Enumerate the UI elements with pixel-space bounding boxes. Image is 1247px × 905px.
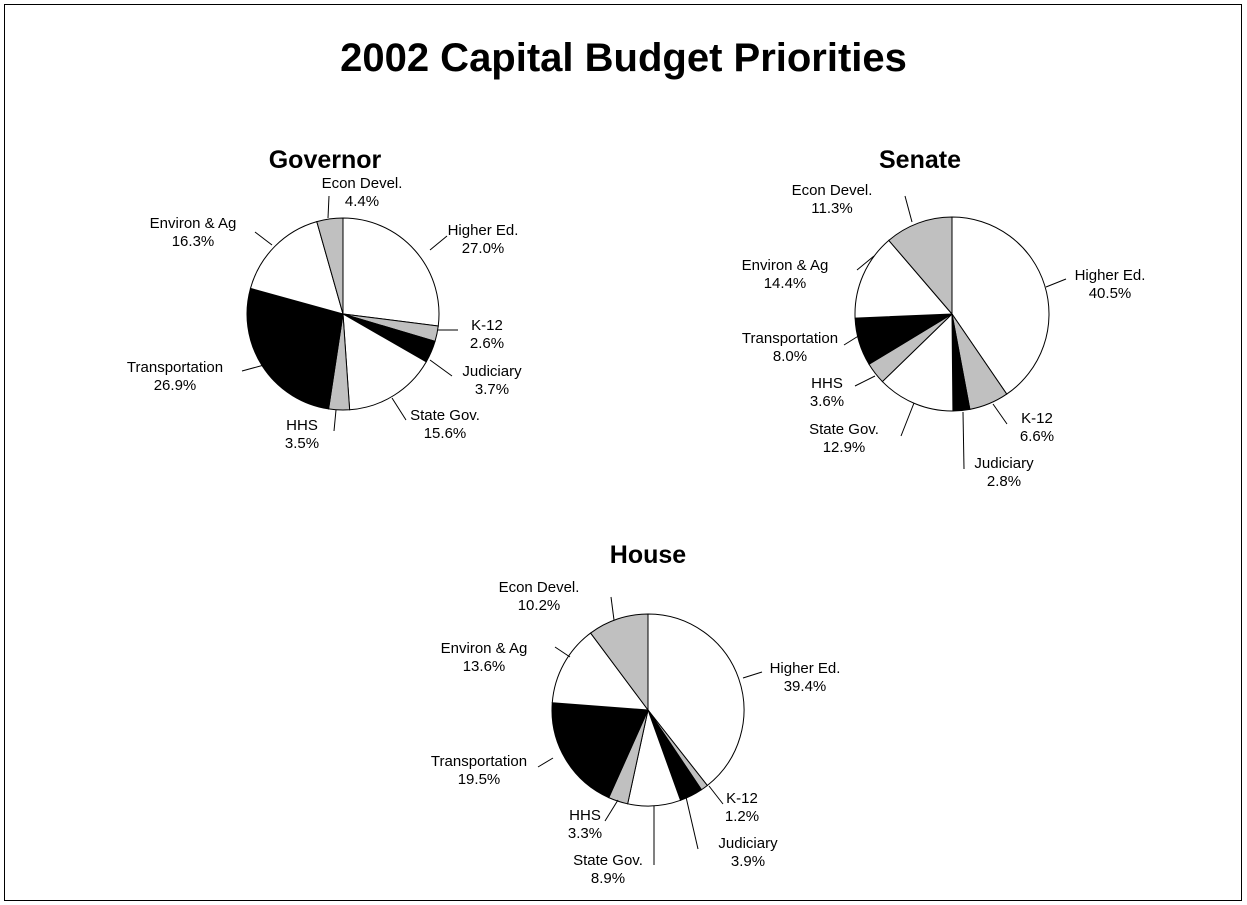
pie-governor: Governor Higher Ed.27.0% K-122.6% Judiciary… [127, 146, 522, 452]
leader-line-environ-ag [554, 646, 571, 658]
slice-value-state-gov: 12.9% [823, 439, 866, 456]
slice-label-judiciary: Judiciary [718, 835, 778, 852]
leader-line-k-12 [992, 403, 1008, 425]
slice-econ-devel [589, 613, 649, 712]
slice-label-transportation: Transportation [127, 359, 223, 376]
slice-label-higher-ed: Higher Ed. [770, 660, 841, 677]
pie-house: House Higher Ed.39.4% K-121.2% Judiciary3.9… [431, 541, 841, 887]
slice-label-transportation: Transportation [742, 330, 838, 347]
slice-value-state-gov: 8.9% [591, 870, 625, 887]
leader-line-transportation [537, 757, 554, 768]
slice-label-k-12: K-12 [726, 790, 758, 807]
slice-value-hhs: 3.5% [285, 435, 319, 452]
slice-value-k-12: 1.2% [725, 808, 759, 825]
leader-line-transportation [241, 364, 265, 372]
pie-title: Senate [879, 146, 961, 174]
slice-environ-ag [249, 221, 344, 315]
slice-value-transportation: 8.0% [773, 348, 807, 365]
slice-label-environ-ag: Environ & Ag [742, 257, 829, 274]
slice-higher-ed [647, 613, 745, 787]
slice-label-state-gov: State Gov. [809, 421, 879, 438]
slice-higher-ed [342, 217, 440, 327]
slice-label-hhs: HHS [569, 807, 601, 824]
slice-econ-devel [316, 217, 344, 315]
leader-line-econ-devel [904, 195, 913, 223]
slice-value-judiciary: 3.7% [475, 381, 509, 398]
slice-label-hhs: HHS [286, 417, 318, 434]
slice-label-k-12: K-12 [1021, 410, 1053, 427]
leader-line-judiciary [962, 411, 965, 470]
slice-label-econ-devel: Econ Devel. [322, 175, 403, 192]
slice-value-higher-ed: 40.5% [1089, 285, 1132, 302]
slice-value-state-gov: 15.6% [424, 425, 467, 442]
slice-value-econ-devel: 11.3% [811, 200, 852, 217]
leader-line-judiciary [429, 359, 453, 377]
slice-value-econ-devel: 10.2% [518, 597, 561, 614]
slice-label-state-gov: State Gov. [573, 852, 643, 869]
slice-value-environ-ag: 16.3% [172, 233, 215, 250]
slice-label-state-gov: State Gov. [410, 407, 480, 424]
slice-state-gov [342, 313, 427, 411]
leader-line-environ-ag [856, 255, 875, 271]
pie-senate: Senate Higher Ed.40.5% K-126.6% Judiciary2.… [742, 146, 1146, 490]
slice-label-judiciary: Judiciary [974, 455, 1034, 472]
slice-value-environ-ag: 14.4% [764, 275, 807, 292]
slice-environ-ag [551, 632, 650, 711]
leader-line-econ-devel [327, 195, 330, 219]
slice-value-higher-ed: 39.4% [784, 678, 827, 695]
leader-line-higher-ed [742, 671, 763, 679]
leader-line-state-gov [900, 402, 915, 437]
slice-value-judiciary: 3.9% [731, 853, 765, 870]
pie-title: House [610, 541, 687, 569]
leader-line-higher-ed [429, 235, 448, 251]
leader-line-hhs [854, 375, 876, 387]
slice-value-transportation: 19.5% [458, 771, 501, 788]
slice-label-environ-ag: Environ & Ag [150, 215, 237, 232]
slice-environ-ag [854, 239, 954, 319]
slice-econ-devel [888, 216, 953, 316]
slice-transportation [551, 702, 649, 799]
slice-value-higher-ed: 27.0% [462, 240, 505, 257]
leader-line-state-gov [391, 397, 407, 421]
pie-title: Governor [269, 146, 382, 174]
slice-label-hhs: HHS [811, 375, 843, 392]
slice-value-hhs: 3.6% [810, 393, 844, 410]
slice-value-econ-devel: 4.4% [345, 193, 379, 210]
slice-label-econ-devel: Econ Devel. [499, 579, 580, 596]
slice-value-transportation: 26.9% [154, 377, 197, 394]
slice-label-k-12: K-12 [471, 317, 503, 334]
main-title: 2002 Capital Budget Priorities [340, 36, 907, 80]
leader-line-k-12 [708, 785, 724, 805]
slice-state-gov [881, 312, 954, 412]
leader-line-judiciary [685, 796, 699, 850]
slice-value-hhs: 3.3% [568, 825, 602, 842]
leader-line-hhs [604, 799, 619, 822]
slice-label-higher-ed: Higher Ed. [1075, 267, 1146, 284]
slice-higher-ed [951, 216, 1050, 395]
slice-value-judiciary: 2.8% [987, 473, 1021, 490]
slice-label-environ-ag: Environ & Ag [441, 640, 528, 657]
slice-transportation [246, 287, 344, 410]
slice-label-econ-devel: Econ Devel. [792, 182, 873, 199]
leader-line-econ-devel [610, 596, 615, 621]
leader-line-transportation [843, 334, 861, 346]
slice-label-judiciary: Judiciary [462, 363, 522, 380]
leader-line-hhs [333, 409, 337, 432]
slice-value-environ-ag: 13.6% [463, 658, 506, 675]
leader-line-environ-ag [254, 231, 273, 246]
slice-label-higher-ed: Higher Ed. [448, 222, 519, 239]
slice-value-k-12: 6.6% [1020, 428, 1054, 445]
slice-label-transportation: Transportation [431, 753, 527, 770]
slice-value-k-12: 2.6% [470, 335, 504, 352]
leader-line-higher-ed [1045, 278, 1067, 288]
